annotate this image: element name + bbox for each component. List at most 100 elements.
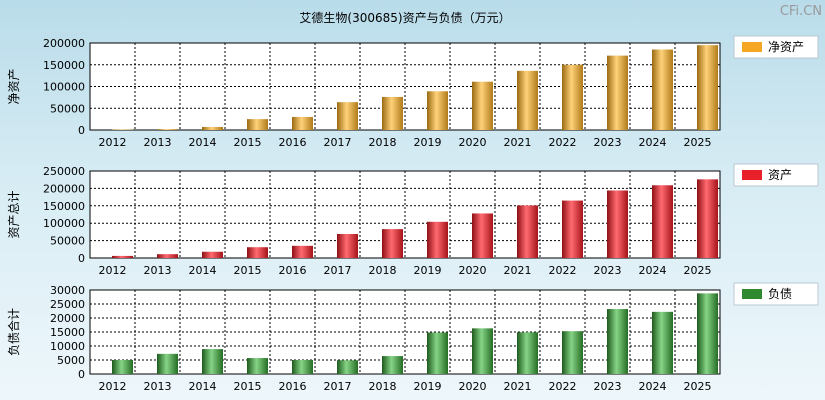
x-tick-label: 2017 — [324, 136, 352, 149]
x-tick-label: 2024 — [639, 264, 667, 277]
y-tick-label: 50000 — [50, 235, 85, 248]
bar-0-2021 — [517, 70, 538, 130]
y-tick-label: 0 — [78, 124, 85, 137]
x-tick-label: 2020 — [459, 380, 487, 393]
bar-2-2013 — [157, 353, 178, 374]
bar-0-2024 — [652, 49, 673, 130]
bar-1-2024 — [652, 185, 673, 258]
bar-0-2018 — [382, 96, 403, 130]
x-tick-label: 2013 — [144, 136, 172, 149]
bar-0-2019 — [427, 91, 448, 130]
bar-2-2024 — [652, 311, 673, 374]
bar-1-2023 — [607, 190, 628, 258]
bar-1-2015 — [247, 247, 268, 258]
y-tick-label: 5000 — [57, 354, 85, 367]
legend-swatch — [742, 289, 762, 299]
bar-2-2023 — [607, 309, 628, 374]
x-tick-label: 2014 — [189, 136, 217, 149]
legend-label: 负债 — [768, 287, 792, 301]
bar-2-2025 — [697, 293, 718, 374]
legend-swatch — [742, 42, 762, 52]
bar-0-2015 — [247, 119, 268, 130]
x-tick-label: 2020 — [459, 136, 487, 149]
y-tick-label: 200000 — [43, 37, 85, 50]
x-tick-label: 2015 — [234, 136, 262, 149]
y-tick-label: 200000 — [43, 182, 85, 195]
x-tick-label: 2017 — [324, 380, 352, 393]
x-tick-label: 2019 — [414, 264, 442, 277]
x-tick-label: 2021 — [504, 380, 532, 393]
watermark: CFi.CN — [780, 4, 822, 19]
bar-1-2021 — [517, 205, 538, 258]
bar-1-2018 — [382, 229, 403, 258]
x-tick-label: 2018 — [369, 264, 397, 277]
bar-2-2017 — [337, 360, 358, 374]
x-tick-label: 2022 — [549, 380, 577, 393]
bar-2-2014 — [202, 349, 223, 374]
chart-title: 艾德生物(300685)资产与负债（万元） — [299, 10, 510, 25]
bar-1-2014 — [202, 251, 223, 258]
x-tick-label: 2012 — [99, 264, 127, 277]
x-tick-label: 2025 — [684, 380, 712, 393]
x-tick-label: 2017 — [324, 264, 352, 277]
bar-1-2013 — [157, 254, 178, 258]
x-tick-label: 2018 — [369, 380, 397, 393]
y-tick-label: 20000 — [50, 312, 85, 325]
y-tick-label: 30000 — [50, 284, 85, 297]
bar-0-2022 — [562, 64, 583, 130]
bar-2-2019 — [427, 332, 448, 374]
y-tick-label: 100000 — [43, 81, 85, 94]
x-tick-label: 2023 — [594, 380, 622, 393]
x-tick-label: 2021 — [504, 264, 532, 277]
y-tick-label: 150000 — [43, 200, 85, 213]
bar-1-2020 — [472, 213, 493, 258]
bar-2-2021 — [517, 332, 538, 374]
y-axis-label: 净资产 — [7, 68, 21, 104]
y-tick-label: 250000 — [43, 165, 85, 178]
bar-1-2025 — [697, 179, 718, 258]
x-tick-label: 2016 — [279, 264, 307, 277]
y-tick-label: 25000 — [50, 298, 85, 311]
bar-2-2012 — [112, 360, 133, 374]
y-tick-label: 50000 — [50, 102, 85, 115]
legend-label: 净资产 — [768, 40, 804, 54]
bar-0-2016 — [292, 116, 313, 130]
x-tick-label: 2025 — [684, 264, 712, 277]
y-tick-label: 150000 — [43, 59, 85, 72]
x-tick-label: 2012 — [99, 136, 127, 149]
bar-2-2016 — [292, 360, 313, 374]
x-tick-label: 2013 — [144, 380, 172, 393]
x-tick-label: 2015 — [234, 264, 262, 277]
legend-box — [733, 35, 819, 59]
y-tick-label: 0 — [78, 368, 85, 381]
x-tick-label: 2025 — [684, 136, 712, 149]
x-tick-label: 2014 — [189, 380, 217, 393]
bar-1-2019 — [427, 221, 448, 258]
x-tick-label: 2024 — [639, 136, 667, 149]
y-tick-label: 15000 — [50, 326, 85, 339]
x-tick-label: 2020 — [459, 264, 487, 277]
bar-0-2025 — [697, 45, 718, 130]
x-tick-label: 2019 — [414, 380, 442, 393]
bar-2-2020 — [472, 328, 493, 374]
x-tick-label: 2018 — [369, 136, 397, 149]
legend-label: 资产 — [768, 168, 792, 182]
x-tick-label: 2023 — [594, 264, 622, 277]
x-tick-label: 2022 — [549, 264, 577, 277]
x-tick-label: 2015 — [234, 380, 262, 393]
y-tick-label: 0 — [78, 252, 85, 265]
x-tick-label: 2016 — [279, 380, 307, 393]
x-tick-label: 2023 — [594, 136, 622, 149]
legend-box — [733, 163, 819, 187]
bar-0-2023 — [607, 55, 628, 130]
y-tick-label: 10000 — [50, 340, 85, 353]
bar-1-2022 — [562, 200, 583, 258]
y-axis-label: 资产总计 — [7, 190, 21, 238]
y-tick-label: 100000 — [43, 217, 85, 230]
x-tick-label: 2012 — [99, 380, 127, 393]
x-tick-label: 2014 — [189, 264, 217, 277]
bar-0-2017 — [337, 102, 358, 130]
x-tick-label: 2019 — [414, 136, 442, 149]
